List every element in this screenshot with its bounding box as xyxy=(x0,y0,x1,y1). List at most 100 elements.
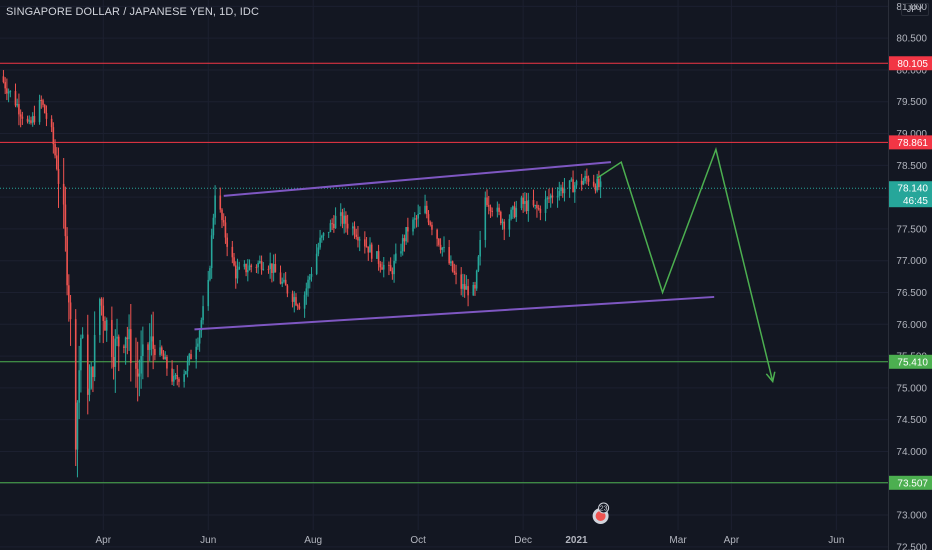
candle-body xyxy=(351,226,354,229)
channel-lower-line[interactable] xyxy=(194,295,715,331)
level-price-label: 73.507 xyxy=(897,478,928,489)
candle-body xyxy=(587,178,590,182)
candle-body xyxy=(55,155,58,170)
candle-body xyxy=(539,208,542,213)
candle-body xyxy=(54,144,56,156)
candle-body xyxy=(262,268,265,270)
candle-body xyxy=(341,212,344,224)
projection-polyline[interactable] xyxy=(596,146,774,382)
price-tick-label: 77.500 xyxy=(896,224,927,235)
last-price-label: 78.140 xyxy=(897,184,928,195)
candle-body xyxy=(424,205,426,213)
candle-body xyxy=(395,253,397,261)
candle-body xyxy=(544,199,547,213)
price-tick-label: 80.000 xyxy=(896,65,927,76)
candle-body xyxy=(42,100,44,105)
candle-body xyxy=(243,264,246,267)
candle-body xyxy=(128,329,130,340)
candle-body xyxy=(298,306,301,309)
candle-body xyxy=(33,116,36,123)
candle-body xyxy=(124,337,127,348)
symbol-title: SINGAPORE DOLLAR / JAPANESE YEN, 1D, IDC xyxy=(6,6,259,18)
candle-body xyxy=(339,212,342,216)
candle-body xyxy=(534,204,537,206)
candle-body xyxy=(250,265,253,267)
candle-body xyxy=(28,120,31,122)
candle-body xyxy=(401,238,404,252)
candle-body xyxy=(357,236,359,241)
bar-countdown: 46:45 xyxy=(903,196,928,207)
time-axis[interactable]: Apr Jun Aug Oct Dec 2021 Mar Apr Jun xyxy=(95,535,844,546)
event-badge[interactable]: 23 xyxy=(592,502,610,524)
price-tick-label: 80.500 xyxy=(896,34,927,45)
candle-body xyxy=(293,297,296,302)
candle-body xyxy=(92,366,94,378)
candle-body xyxy=(166,356,168,369)
candle-body xyxy=(513,206,516,218)
price-tick-label: 76.500 xyxy=(896,288,927,299)
candle-body xyxy=(188,354,191,361)
candle-body xyxy=(479,239,481,257)
candle-body xyxy=(183,374,185,382)
candle-body xyxy=(21,116,24,119)
candle-body xyxy=(491,210,493,212)
candle-body xyxy=(114,338,117,367)
candle-body xyxy=(331,223,333,225)
candle-body xyxy=(283,279,285,282)
candle-body xyxy=(236,269,239,279)
candle-body xyxy=(284,279,287,286)
candle-body xyxy=(572,179,574,193)
candle-body xyxy=(31,116,34,123)
candle-body xyxy=(487,205,490,207)
price-tick-label: 74.500 xyxy=(896,415,927,426)
time-tick-label: 2021 xyxy=(565,535,588,546)
price-tick-label: 74.000 xyxy=(896,447,927,458)
projection-arrowhead xyxy=(765,371,776,384)
candle-body xyxy=(78,370,80,403)
time-tick-label: Dec xyxy=(514,535,532,546)
candle-body xyxy=(255,266,258,268)
candle-body xyxy=(76,402,79,450)
candle-body xyxy=(467,286,469,296)
candle-body xyxy=(2,76,5,83)
candle-body xyxy=(560,187,562,192)
candle-body xyxy=(584,176,586,181)
candle-body xyxy=(522,197,524,204)
candle-body xyxy=(594,185,597,191)
candle-body xyxy=(154,348,156,356)
candle-body xyxy=(417,213,419,219)
candle-body xyxy=(546,197,549,200)
candle-body xyxy=(321,235,323,238)
candle-body xyxy=(472,285,475,296)
candle-body xyxy=(489,206,492,211)
horizontal-levels[interactable] xyxy=(0,62,888,484)
candle-body xyxy=(443,247,445,249)
event-badge-flag-icon xyxy=(595,511,606,521)
candle-body xyxy=(86,334,89,395)
candle-body xyxy=(164,356,167,360)
time-tick-label: Jun xyxy=(828,535,844,546)
candle-body xyxy=(271,263,273,273)
candle-body xyxy=(405,227,407,242)
candle-body xyxy=(448,247,450,264)
price-axis[interactable]: 81.00080.50080.00079.50079.00078.50078.0… xyxy=(888,0,932,550)
candle-body xyxy=(19,114,22,117)
price-tick-label: 75.000 xyxy=(896,383,927,394)
candle-body xyxy=(81,334,84,339)
projection-path[interactable] xyxy=(596,146,776,384)
time-tick-label: Mar xyxy=(669,535,687,546)
candle-body xyxy=(62,183,65,205)
candle-body xyxy=(575,180,578,186)
candle-body xyxy=(138,373,141,377)
candle-body xyxy=(382,264,385,270)
price-channel[interactable] xyxy=(194,161,715,331)
candle-body xyxy=(219,195,222,210)
event-badge-count: 23 xyxy=(600,506,608,513)
channel-upper-line[interactable] xyxy=(223,161,612,197)
candle-body xyxy=(26,118,29,122)
candle-body xyxy=(520,197,523,209)
candle-body xyxy=(592,181,595,186)
candle-body xyxy=(315,253,318,274)
candle-body xyxy=(296,305,299,307)
